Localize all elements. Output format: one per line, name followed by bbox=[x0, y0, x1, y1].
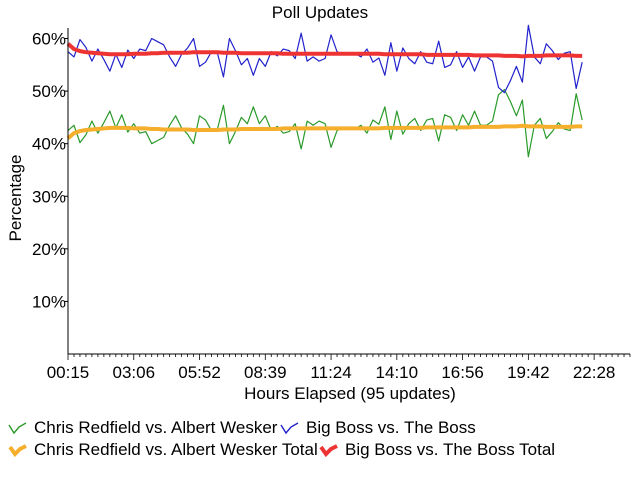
x-tick-label: 14:10 bbox=[376, 363, 419, 382]
y-axis-label: Percentage bbox=[6, 155, 25, 242]
series-line-chris-redfield-vs-albert-wesker-total bbox=[66, 123, 583, 140]
y-tick-label: 30% bbox=[32, 187, 66, 206]
legend-swatch-icon bbox=[8, 444, 27, 457]
x-tick-label: 19:42 bbox=[507, 363, 550, 382]
legend-item-bigboss-theboss: Big Boss vs. The Boss bbox=[280, 418, 476, 438]
legend-label: Big Boss vs. The Boss Total bbox=[345, 440, 556, 459]
x-tick-label: 03:06 bbox=[112, 363, 155, 382]
legend: Chris Redfield vs. Albert Wesker Big Bos… bbox=[0, 416, 640, 480]
y-tick-label: 50% bbox=[32, 82, 66, 101]
series-line-big-boss-vs-the-boss-total bbox=[66, 42, 583, 59]
x-tick-label: 11:24 bbox=[310, 363, 351, 382]
y-tick-label: 10% bbox=[32, 292, 66, 311]
x-tick-label: 05:52 bbox=[178, 363, 221, 382]
x-axis-label: Hours Elapsed (95 updates) bbox=[244, 384, 456, 403]
series-line-big-boss-vs-the-boss bbox=[67, 24, 583, 94]
legend-label: Chris Redfield vs. Albert Wesker Total bbox=[34, 440, 318, 459]
legend-swatch-icon bbox=[319, 444, 338, 457]
legend-swatch-icon bbox=[8, 422, 27, 435]
series-layer bbox=[66, 24, 583, 158]
axes-layer bbox=[67, 28, 630, 355]
chart-title: Poll Updates bbox=[272, 3, 368, 22]
legend-swatch-icon bbox=[280, 422, 299, 435]
series-line-chris-redfield-vs-albert-wesker bbox=[67, 88, 583, 158]
legend-item-redfield-wesker: Chris Redfield vs. Albert Wesker bbox=[8, 418, 277, 438]
poll-chart: Poll Updates 10% 20% 30% 40% 50% 60% 00:15 03:… bbox=[6, 3, 631, 403]
y-tick-label: 20% bbox=[32, 240, 66, 259]
y-tick-label: 40% bbox=[32, 135, 66, 154]
y-ticks: 10% 20% 30% 40% 50% 60% bbox=[32, 30, 68, 311]
x-tick-label: 00:15 bbox=[47, 363, 90, 382]
x-ticks: 00:15 03:06 05:52 08:39 11:24 14:10 16:56 19:42… bbox=[47, 354, 631, 382]
legend-item-redfield-wesker-total: Chris Redfield vs. Albert Wesker Total bbox=[8, 440, 318, 460]
legend-label: Big Boss vs. The Boss bbox=[306, 418, 476, 437]
x-tick-label: 22:28 bbox=[573, 363, 616, 382]
x-tick-label: 08:39 bbox=[244, 363, 287, 382]
legend-label: Chris Redfield vs. Albert Wesker bbox=[34, 418, 278, 437]
y-tick-label: 60% bbox=[32, 30, 66, 49]
x-tick-label: 16:56 bbox=[441, 363, 484, 382]
legend-item-bigboss-theboss-total: Big Boss vs. The Boss Total bbox=[319, 440, 555, 460]
